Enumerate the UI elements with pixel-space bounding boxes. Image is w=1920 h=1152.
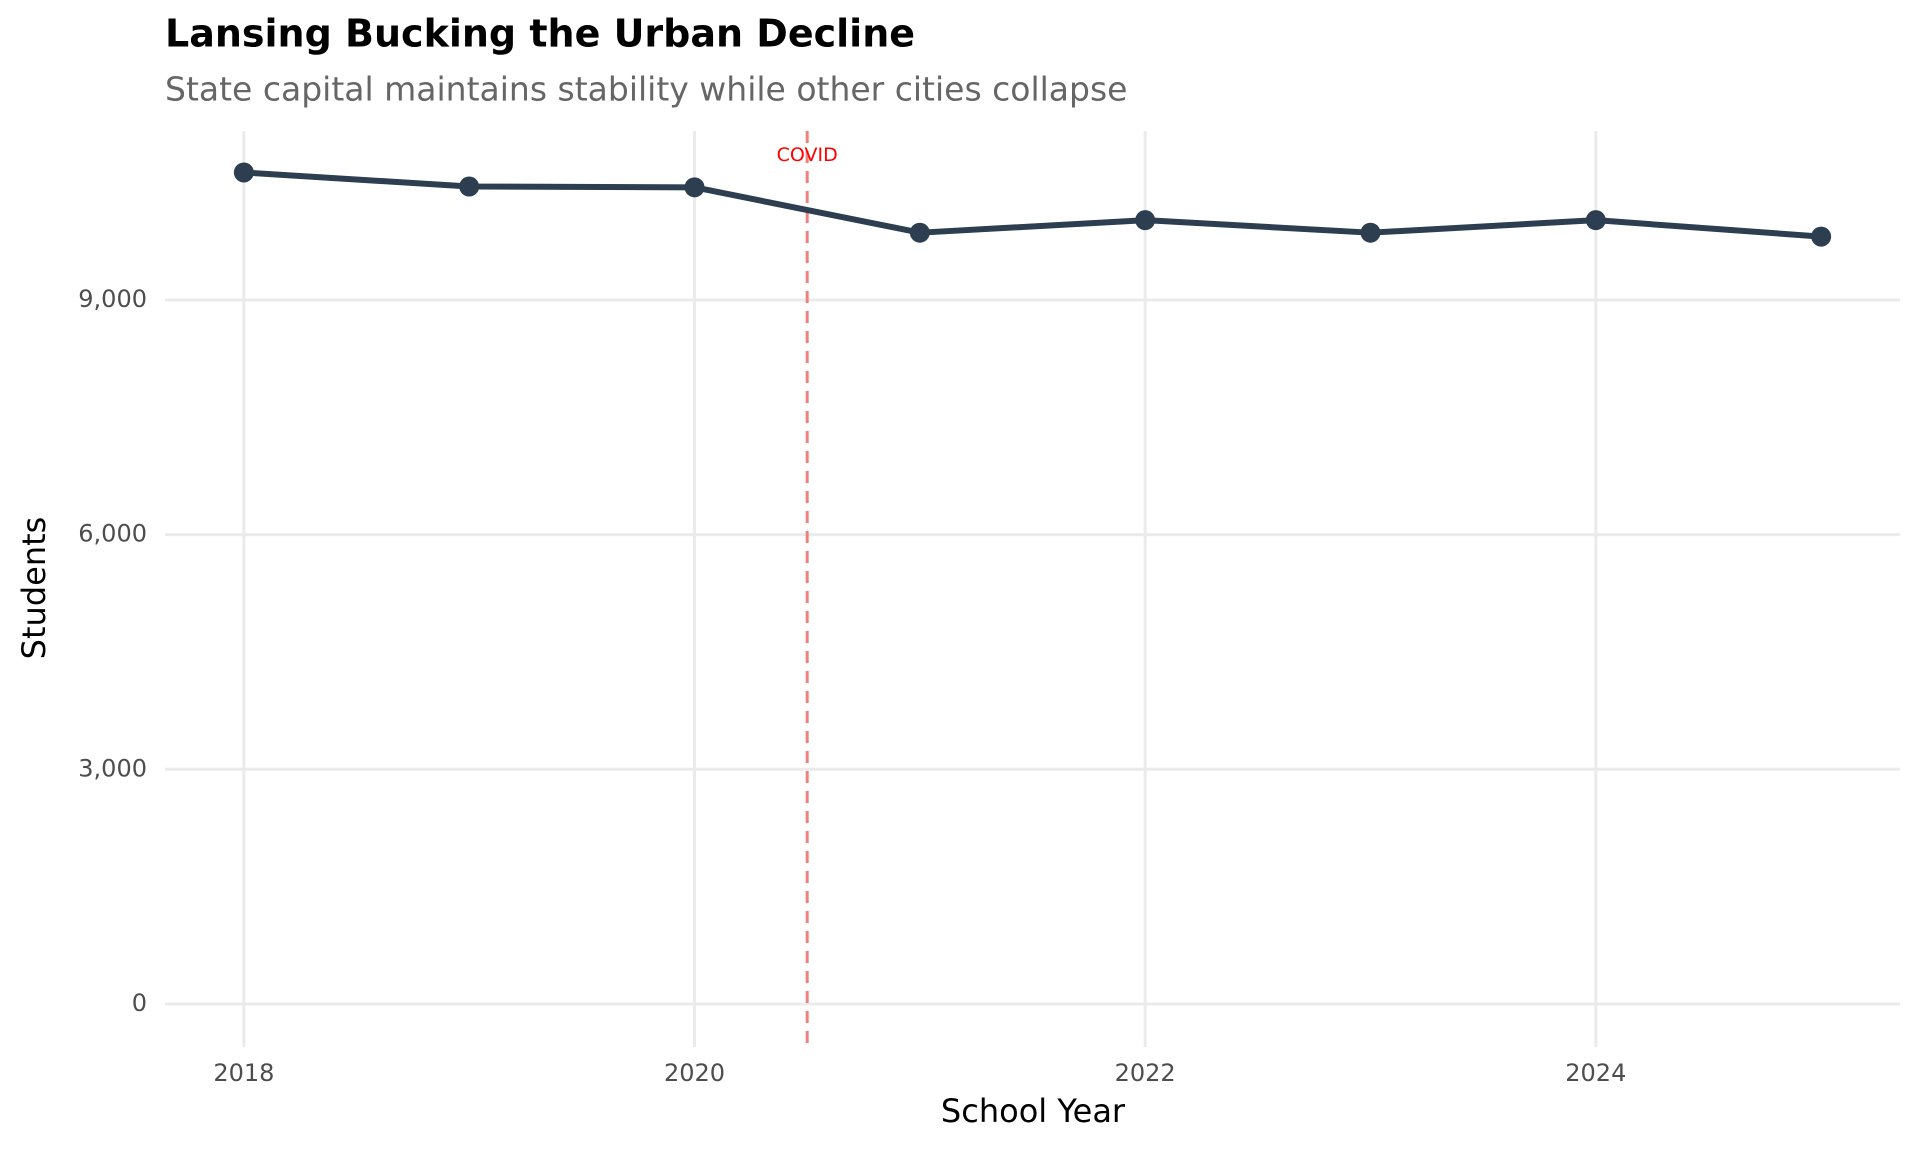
y-tick-label: 3,000	[78, 754, 147, 782]
point	[1811, 226, 1832, 247]
y-axis-title: Students	[15, 517, 53, 660]
point	[233, 162, 254, 183]
line	[243, 169, 1822, 240]
x-tick-label: 2022	[1115, 1059, 1176, 1087]
point	[459, 176, 480, 197]
y-tick-label: 0	[132, 989, 147, 1017]
y-tick-label: 6,000	[78, 520, 147, 548]
point	[1585, 210, 1606, 231]
x-axis-title: School Year	[941, 1092, 1126, 1130]
x-tick-label: 2020	[664, 1059, 725, 1087]
point	[1360, 222, 1381, 243]
annotation-label: COVID	[777, 144, 838, 166]
y-tick-label: 9,000	[78, 285, 147, 313]
point	[909, 222, 930, 243]
point	[684, 177, 705, 198]
point	[1135, 210, 1156, 231]
x-tick-label: 2018	[213, 1059, 274, 1087]
chart-title: Lansing Bucking the Urban Decline	[165, 12, 915, 56]
chart-subtitle: State capital maintains stability while …	[165, 70, 1127, 109]
x-tick-label: 2024	[1565, 1059, 1626, 1087]
